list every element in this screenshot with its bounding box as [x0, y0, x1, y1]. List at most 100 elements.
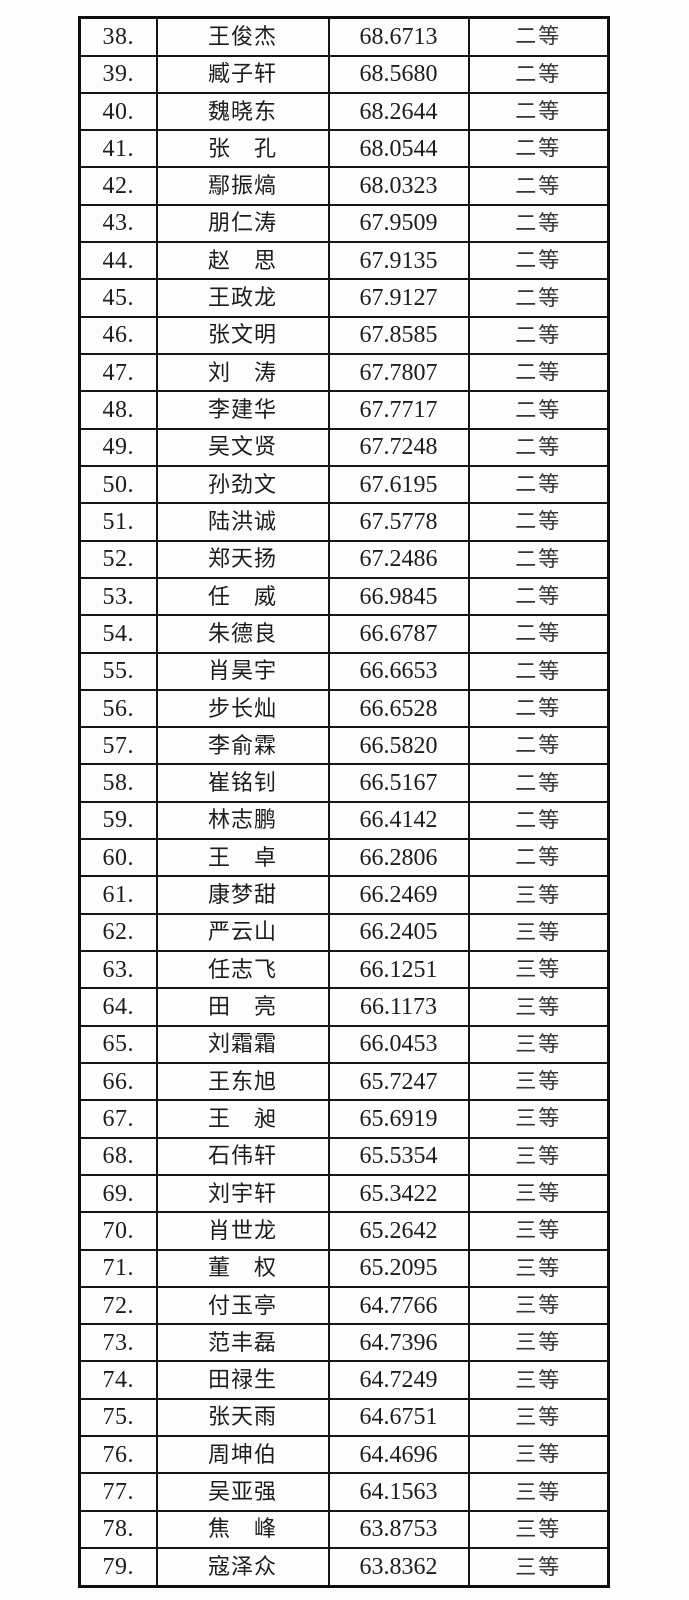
grade-cell: 二等: [467, 838, 610, 878]
rank-cell: 79.: [78, 1547, 158, 1588]
score-cell: 66.5820: [327, 726, 470, 766]
name-cell: 任志飞: [155, 950, 330, 990]
name-cell: 吴文贤: [155, 427, 330, 467]
table-row: 58. 崔铭钊 66.5167 二等: [78, 763, 610, 803]
grade-cell: 三等: [467, 1360, 610, 1400]
rank-cell: 76.: [78, 1435, 158, 1475]
table-row: 73. 范丰磊 64.7396 三等: [78, 1323, 610, 1363]
grade-cell: 二等: [467, 16, 610, 57]
score-cell: 64.1563: [327, 1472, 470, 1512]
score-cell: 67.9135: [327, 241, 470, 281]
grade-cell: 三等: [467, 912, 610, 953]
grade-cell: 二等: [467, 166, 610, 206]
grade-cell: 三等: [467, 1024, 610, 1064]
rank-cell: 56.: [78, 688, 158, 729]
table-row: 68. 石伟轩 65.5354 三等: [78, 1136, 610, 1176]
rank-cell: 67.: [78, 1099, 158, 1139]
grade-cell: 三等: [467, 1099, 610, 1139]
rank-cell: 59.: [78, 800, 158, 841]
rank-cell: 49.: [78, 427, 158, 467]
table-row: 69. 刘宇轩 65.3422 三等: [78, 1173, 610, 1214]
score-cell: 67.7807: [327, 353, 470, 393]
rank-cell: 64.: [78, 987, 158, 1027]
grade-cell: 二等: [467, 278, 610, 318]
grade-cell: 三等: [467, 1397, 610, 1438]
grade-cell: 二等: [467, 651, 610, 691]
rank-cell: 38.: [78, 16, 158, 57]
rank-cell: 54.: [78, 614, 158, 654]
rank-cell: 78.: [78, 1509, 158, 1550]
rank-cell: 55.: [78, 651, 158, 691]
name-cell: 赵 思: [155, 241, 330, 281]
score-cell: 66.1173: [327, 987, 470, 1027]
name-cell: 董 权: [155, 1248, 330, 1288]
rank-cell: 58.: [78, 763, 158, 803]
name-cell: 朋仁涛: [155, 203, 330, 244]
name-cell: 康梦甜: [155, 875, 330, 915]
grade-cell: 二等: [467, 464, 610, 505]
grade-cell: 三等: [467, 1061, 610, 1102]
score-cell: 68.0323: [327, 166, 470, 206]
name-cell: 张文明: [155, 315, 330, 356]
grade-cell: 二等: [467, 502, 610, 542]
rank-cell: 61.: [78, 875, 158, 915]
score-cell: 67.9509: [327, 203, 470, 244]
rank-cell: 43.: [78, 203, 158, 244]
rank-cell: 50.: [78, 464, 158, 505]
score-cell: 66.2806: [327, 838, 470, 878]
rank-cell: 70.: [78, 1211, 158, 1251]
rank-cell: 40.: [78, 91, 158, 132]
grade-cell: 三等: [467, 1136, 610, 1176]
grade-cell: 二等: [467, 614, 610, 654]
name-cell: 王 昶: [155, 1099, 330, 1139]
table-row: 59. 林志鹏 66.4142 二等: [78, 800, 610, 841]
rank-cell: 46.: [78, 315, 158, 356]
table-row: 55. 肖昊宇 66.6653 二等: [78, 651, 610, 691]
table-row: 43. 朋仁涛 67.9509 二等: [78, 203, 610, 244]
score-cell: 67.5778: [327, 502, 470, 542]
name-cell: 孙劲文: [155, 464, 330, 505]
table-row: 65. 刘霜霜 66.0453 三等: [78, 1024, 610, 1064]
table-row: 48. 李建华 67.7717 二等: [78, 390, 610, 430]
name-cell: 郑天扬: [155, 539, 330, 579]
table-row: 72. 付玉亭 64.7766 三等: [78, 1285, 610, 1326]
table-row: 44. 赵 思 67.9135 二等: [78, 241, 610, 281]
name-cell: 周坤伯: [155, 1435, 330, 1475]
grade-cell: 二等: [467, 390, 610, 430]
rank-cell: 77.: [78, 1472, 158, 1512]
table-row: 70. 肖世龙 65.2642 三等: [78, 1211, 610, 1251]
grade-cell: 二等: [467, 315, 610, 356]
grade-cell: 二等: [467, 763, 610, 803]
grade-cell: 二等: [467, 54, 610, 94]
name-cell: 任 威: [155, 576, 330, 617]
table-row: 61. 康梦甜 66.2469 三等: [78, 875, 610, 915]
score-cell: 67.8585: [327, 315, 470, 356]
rank-cell: 72.: [78, 1285, 158, 1326]
grade-cell: 三等: [467, 875, 610, 915]
grade-cell: 三等: [467, 1173, 610, 1214]
score-cell: 68.6713: [327, 16, 470, 57]
rank-cell: 63.: [78, 950, 158, 990]
table-row: 54. 朱德良 66.6787 二等: [78, 614, 610, 654]
table-row: 67. 王 昶 65.6919 三等: [78, 1099, 610, 1139]
name-cell: 刘 涛: [155, 353, 330, 393]
table-row: 51. 陆洪诚 67.5778 二等: [78, 502, 610, 542]
name-cell: 张天雨: [155, 1397, 330, 1438]
rank-cell: 57.: [78, 726, 158, 766]
grade-cell: 三等: [467, 1248, 610, 1288]
table-row: 40. 魏晓东 68.2644 二等: [78, 91, 610, 132]
score-cell: 67.9127: [327, 278, 470, 318]
name-cell: 寇泽众: [155, 1547, 330, 1588]
table-row: 45. 王政龙 67.9127 二等: [78, 278, 610, 318]
score-cell: 66.1251: [327, 950, 470, 990]
score-cell: 66.4142: [327, 800, 470, 841]
grade-cell: 三等: [467, 1547, 610, 1588]
grade-cell: 二等: [467, 576, 610, 617]
score-ranking-table: 38. 王俊杰 68.6713 二等 39. 臧子轩 68.5680 二等 40…: [78, 16, 610, 1588]
score-cell: 65.6919: [327, 1099, 470, 1139]
table-body: 38. 王俊杰 68.6713 二等 39. 臧子轩 68.5680 二等 40…: [78, 16, 610, 1588]
table-row: 75. 张天雨 64.6751 三等: [78, 1397, 610, 1438]
rank-cell: 71.: [78, 1248, 158, 1288]
name-cell: 王俊杰: [155, 16, 330, 57]
